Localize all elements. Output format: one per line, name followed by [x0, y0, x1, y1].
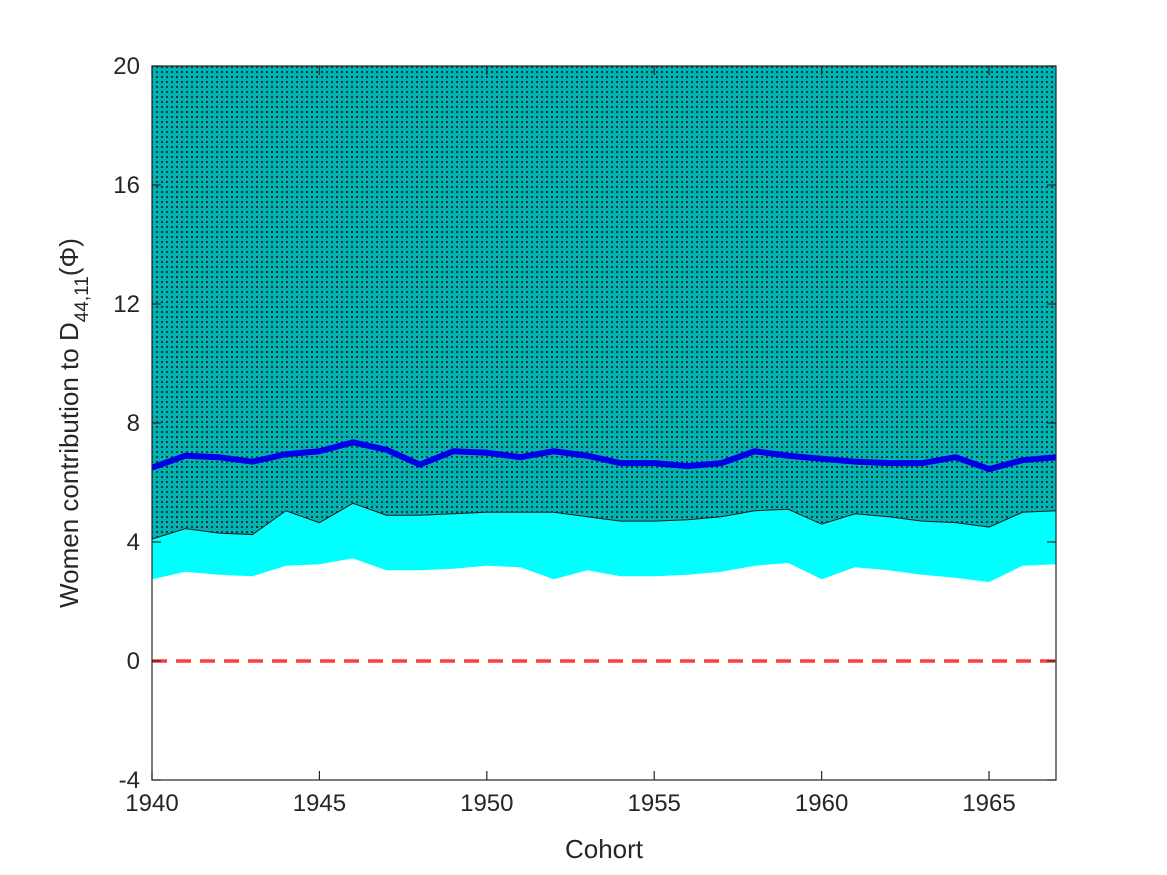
x-tick-label: 1960: [795, 790, 848, 817]
series-layer: [152, 66, 1056, 663]
upper-dotted-band: [152, 66, 1056, 540]
x-tick-label: 1965: [962, 790, 1015, 817]
y-tick-label: 12: [113, 291, 140, 318]
svg-text:Women contribution to D44,11(Φ: Women contribution to D44,11(Φ): [54, 238, 93, 608]
y-axis-title-prefix: Women contribution to D: [54, 322, 84, 608]
x-tick-label: 1940: [125, 790, 178, 817]
y-tick-label: 0: [127, 648, 140, 675]
y-axis-title: Women contribution to D44,11(Φ): [54, 238, 93, 608]
lower-band: [152, 503, 1056, 583]
series-line: [152, 439, 1056, 473]
band-boundary-line: [152, 502, 1056, 540]
y-axis-title-subscript: 44,11: [72, 276, 93, 322]
x-axis-title: Cohort: [565, 834, 644, 864]
y-tick-label: -4: [119, 767, 140, 794]
y-tick-label: 8: [127, 410, 140, 437]
x-tick-label: 1950: [460, 790, 513, 817]
x-tick-label: 1955: [628, 790, 681, 817]
y-tick-label: 20: [113, 53, 140, 80]
y-tick-label: 4: [127, 529, 140, 556]
y-tick-label: 16: [113, 172, 140, 199]
x-tick-label: 1945: [293, 790, 346, 817]
tick-layer: 1940 1945 1950 1955 1960 1965 -4 0 4 8 12 16 20: [113, 53, 1056, 817]
y-axis-title-suffix: (Φ): [54, 238, 84, 276]
